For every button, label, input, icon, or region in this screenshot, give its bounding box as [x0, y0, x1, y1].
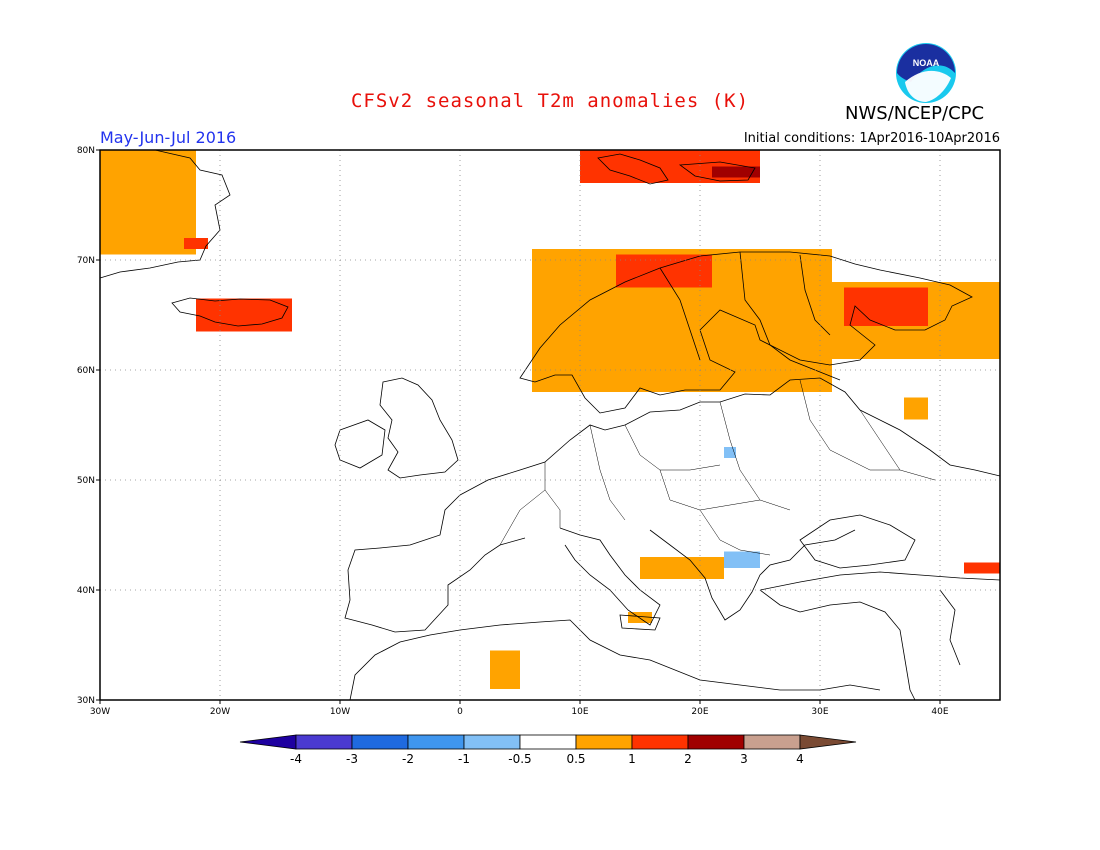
- colorbar-segment: [575, 734, 633, 750]
- anomaly-patch: [628, 612, 652, 623]
- country-borders: [499, 379, 936, 556]
- colorbar-arrow-low: [239, 734, 297, 750]
- lat-tick-label: 60N: [77, 366, 95, 376]
- colorbar-segment: [463, 734, 521, 750]
- colorbar: -4 -3 -2 -1 -0.5 0.5 1 2 3 4: [239, 734, 857, 766]
- lon-tick-label: 0: [457, 707, 463, 717]
- lat-tick-label: 80N: [77, 146, 95, 156]
- lon-tick-label: 10E: [571, 707, 588, 717]
- anomaly-patch: [844, 287, 928, 326]
- initial-conditions-label: Initial conditions: 1Apr2016-10Apr2016: [743, 131, 1000, 146]
- agency-label: NWS/NCEP/CPC: [845, 103, 985, 124]
- colorbar-label: 0.5: [566, 752, 585, 766]
- colorbar-segment: [631, 734, 689, 750]
- anomaly-patch: [490, 650, 520, 689]
- colorbar-label: -0.5: [508, 752, 531, 766]
- axis-ticks: 30W 20W 10W 0 10E 20E 30E 40E 30N 40N 50N 60N 70N 80N: [77, 146, 949, 717]
- colorbar-label: 2: [684, 752, 692, 766]
- lat-tick-label: 70N: [77, 256, 95, 266]
- colorbar-segment: [407, 734, 465, 750]
- anomaly-patch: [904, 397, 928, 420]
- map-background: [100, 150, 1000, 700]
- grid-lines: [100, 150, 1000, 700]
- colorbar-segment: [295, 734, 353, 750]
- noaa-logo-icon: NOAA: [896, 43, 956, 103]
- colorbar-label: -3: [346, 752, 358, 766]
- colorbar-segment: [743, 734, 801, 750]
- anomaly-patch: [724, 551, 760, 568]
- coastlines: [99, 149, 1001, 701]
- colorbar-arrow-high: [799, 734, 857, 750]
- colorbar-label: -2: [402, 752, 414, 766]
- colorbar-label: 1: [628, 752, 636, 766]
- anomaly-patch: [724, 447, 736, 458]
- anomaly-patch: [196, 298, 292, 332]
- map-frame: [99, 149, 1001, 701]
- lat-tick-label: 40N: [77, 586, 95, 596]
- anomaly-patch: [184, 238, 208, 249]
- colorbar-label: 4: [796, 752, 804, 766]
- colorbar-label: 3: [740, 752, 748, 766]
- lat-tick-label: 50N: [77, 476, 95, 486]
- lon-tick-label: 40E: [931, 707, 948, 717]
- anomaly-patches: [100, 150, 1000, 689]
- lon-tick-label: 20E: [691, 707, 708, 717]
- colorbar-segment: [519, 734, 577, 750]
- anomaly-patch: [712, 166, 760, 178]
- anomaly-patch: [100, 150, 196, 255]
- colorbar-segment: [687, 734, 745, 750]
- anomaly-patch: [964, 562, 1000, 574]
- lon-tick-label: 30E: [811, 707, 828, 717]
- noaa-logo: NOAA: [895, 42, 957, 104]
- colorbar-label: -1: [458, 752, 470, 766]
- lon-tick-label: 20W: [210, 707, 230, 717]
- lon-tick-label: 30W: [90, 707, 110, 717]
- anomaly-patch: [616, 254, 712, 288]
- chart-title: CFSv2 seasonal T2m anomalies (K): [350, 90, 750, 112]
- svg-text:NOAA: NOAA: [913, 58, 940, 68]
- period-label: May-Jun-Jul 2016: [100, 128, 237, 147]
- anomaly-patch: [640, 557, 724, 579]
- lat-tick-label: 30N: [77, 696, 95, 706]
- colorbar-label: -4: [290, 752, 302, 766]
- colorbar-segment: [351, 734, 409, 750]
- lon-tick-label: 10W: [330, 707, 350, 717]
